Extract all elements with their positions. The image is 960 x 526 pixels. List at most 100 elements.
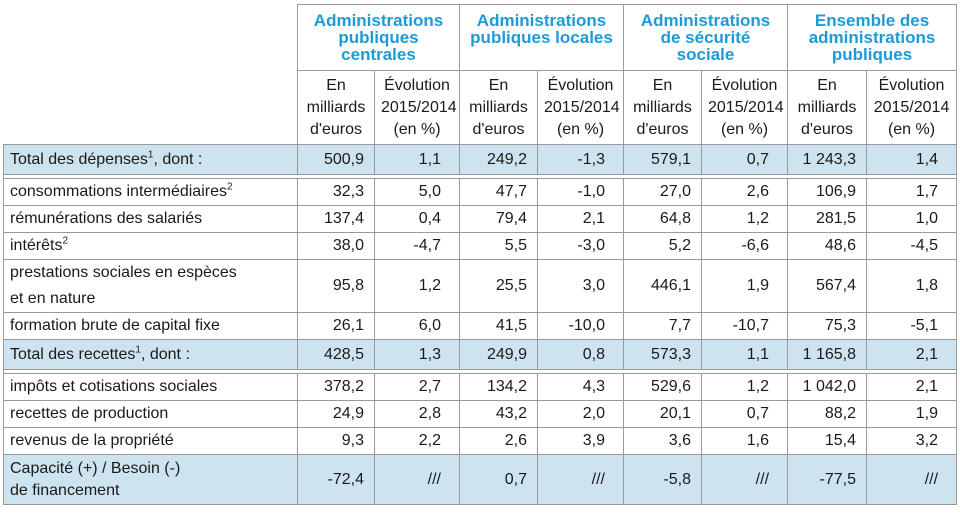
cell-evolution: ///: [866, 454, 958, 505]
row-label: Capacité (+) / Besoin (-) de financement: [3, 454, 298, 505]
row-label: intérêts2: [3, 232, 298, 260]
cell-evolution: -5,1: [866, 312, 958, 340]
cell-amount: 15,4: [787, 427, 868, 455]
cell-evolution: 6,0: [374, 312, 460, 340]
cell-evolution: 2,6: [700, 178, 789, 206]
subheader-amount: En milliards d'euros: [459, 70, 538, 145]
cell-evolution: 1,1: [700, 339, 789, 370]
header-corner: [3, 4, 298, 145]
cell-evolution: 1,6: [700, 427, 789, 455]
cell-evolution: -10,7: [700, 312, 789, 340]
cell-amount: 25,5: [459, 259, 538, 313]
cell-amount: 20,1: [623, 400, 702, 428]
sub-header-row: En milliards d'euros Évolution 2015/2014…: [4, 70, 958, 145]
table-row: Total des dépenses1, dont : 500,9 1,1 249,…: [3, 144, 958, 175]
cell-amount: 75,3: [787, 312, 868, 340]
cell-amount: 7,7: [623, 312, 702, 340]
table-row: intérêts2 38,0 -4,7 5,5 -3,0 5,2 -6,6 48,6 -4,5: [3, 232, 958, 260]
cell-amount: 48,6: [787, 232, 868, 260]
cell-amount: 38,0: [297, 232, 375, 260]
row-label: formation brute de capital fixe: [3, 312, 298, 340]
cell-evolution: 2,0: [537, 400, 624, 428]
cell-amount: 529,6: [623, 373, 702, 401]
cell-evolution: 1,7: [866, 178, 958, 206]
table-row: revenus de la propriété 9,3 2,2 2,6 3,9 3,6 1…: [3, 427, 958, 455]
cell-amount: 0,7: [459, 454, 538, 505]
row-label: recettes de production: [3, 400, 298, 428]
table-row: formation brute de capital fixe 26,1 6,0 4…: [3, 312, 958, 340]
group-header-row: Administrations publiques centrales Admi…: [3, 4, 958, 145]
row-label: consommations intermédiaires2: [3, 178, 298, 206]
cell-amount: 137,4: [297, 205, 375, 233]
table-row: impôts et cotisations sociales 378,2 2,7 1…: [3, 373, 958, 401]
cell-amount: 567,4: [787, 259, 868, 313]
cell-evolution: 1,2: [700, 205, 789, 233]
subheader-amount: En milliards d'euros: [787, 70, 868, 145]
cell-amount: 2,6: [459, 427, 538, 455]
subheader-amount: En milliards d'euros: [623, 70, 702, 145]
row-label: prestations sociales en espèces et en nat…: [3, 259, 298, 313]
table-row: consommations intermédiaires2 32,3 5,0 47,…: [3, 178, 958, 206]
cell-evolution: -1,3: [537, 144, 624, 175]
subheader-evolution: Évolution 2015/2014 (en %): [866, 70, 958, 145]
cell-evolution: 0,4: [374, 205, 460, 233]
cell-amount: 88,2: [787, 400, 868, 428]
cell-evolution: -1,0: [537, 178, 624, 206]
subheader-evolution: Évolution 2015/2014 (en %): [374, 70, 460, 145]
cell-evolution: 2,7: [374, 373, 460, 401]
cell-amount: 27,0: [623, 178, 702, 206]
cell-amount: -77,5: [787, 454, 868, 505]
group-header-ensemble: Ensemble des administrations publiques: [787, 4, 958, 71]
cell-evolution: 1,2: [374, 259, 460, 313]
group-header-locales: Administrations publiques locales: [459, 4, 624, 71]
cell-amount: -5,8: [623, 454, 702, 505]
table-row: Total des recettes1, dont : 428,5 1,3 249,…: [3, 339, 958, 370]
cell-evolution: 1,3: [374, 339, 460, 370]
cell-evolution: ///: [374, 454, 460, 505]
subheader-amount: En milliards d'euros: [297, 70, 375, 145]
subheader-evolution: Évolution 2015/2014 (en %): [700, 70, 789, 145]
cell-amount: 24,9: [297, 400, 375, 428]
cell-evolution: -3,0: [537, 232, 624, 260]
cell-amount: 1 042,0: [787, 373, 868, 401]
cell-evolution: 2,1: [866, 373, 958, 401]
cell-amount: -72,4: [297, 454, 375, 505]
cell-amount: 5,2: [623, 232, 702, 260]
cell-evolution: 3,0: [537, 259, 624, 313]
cell-amount: 579,1: [623, 144, 702, 175]
cell-evolution: 1,9: [700, 259, 789, 313]
cell-amount: 573,3: [623, 339, 702, 370]
cell-evolution: 0,8: [537, 339, 624, 370]
cell-evolution: 5,0: [374, 178, 460, 206]
cell-amount: 249,2: [459, 144, 538, 175]
cell-evolution: -4,7: [374, 232, 460, 260]
cell-evolution: 1,1: [374, 144, 460, 175]
cell-amount: 26,1: [297, 312, 375, 340]
cell-evolution: ///: [700, 454, 789, 505]
cell-evolution: 0,7: [700, 400, 789, 428]
cell-amount: 9,3: [297, 427, 375, 455]
cell-evolution: -4,5: [866, 232, 958, 260]
cell-evolution: 0,7: [700, 144, 789, 175]
cell-amount: 43,2: [459, 400, 538, 428]
cell-evolution: 2,1: [537, 205, 624, 233]
subheader-evolution: Évolution 2015/2014 (en %): [537, 70, 624, 145]
cell-amount: 281,5: [787, 205, 868, 233]
table-row: prestations sociales en espèces et en nat…: [3, 259, 958, 313]
cell-amount: 3,6: [623, 427, 702, 455]
cell-evolution: 1,8: [866, 259, 958, 313]
row-label: impôts et cotisations sociales: [3, 373, 298, 401]
cell-evolution: ///: [537, 454, 624, 505]
cell-amount: 41,5: [459, 312, 538, 340]
row-label: Total des recettes1, dont :: [3, 339, 298, 370]
cell-amount: 446,1: [623, 259, 702, 313]
cell-evolution: 1,2: [700, 373, 789, 401]
cell-evolution: 4,3: [537, 373, 624, 401]
row-label: Total des dépenses1, dont :: [3, 144, 298, 175]
cell-evolution: 1,4: [866, 144, 958, 175]
cell-amount: 106,9: [787, 178, 868, 206]
cell-amount: 5,5: [459, 232, 538, 260]
table-row: Capacité (+) / Besoin (-) de financement …: [3, 454, 958, 505]
cell-amount: 1 243,3: [787, 144, 868, 175]
cell-amount: 378,2: [297, 373, 375, 401]
